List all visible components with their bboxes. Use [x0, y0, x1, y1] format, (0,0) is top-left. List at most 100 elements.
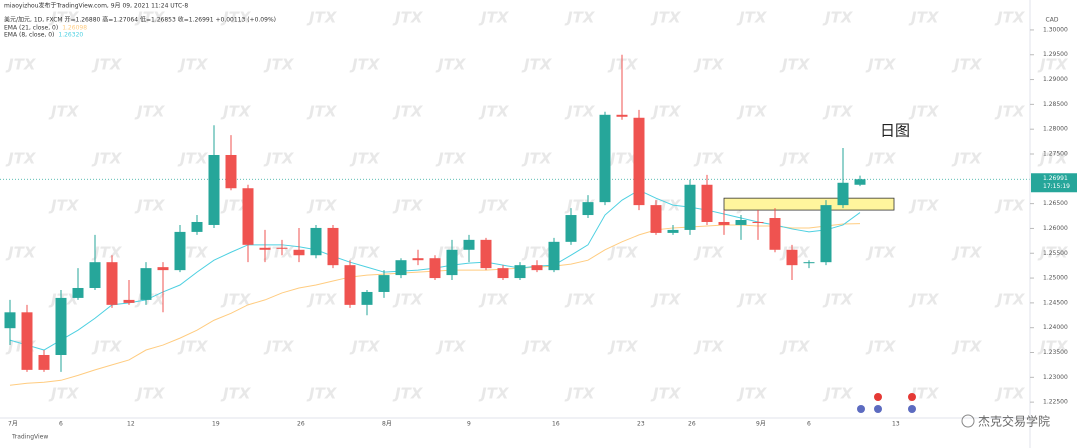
watermark: JTX [951, 338, 983, 356]
candle-body [650, 205, 662, 233]
watermark: JTX [908, 385, 940, 403]
watermark: JTX [134, 103, 166, 121]
watermark: JTX [994, 9, 1026, 27]
candle-body [225, 154, 237, 189]
candle-body [667, 229, 679, 233]
candle-body [582, 202, 594, 216]
candle-body [293, 249, 305, 256]
candle-body [446, 249, 458, 276]
candle-body [55, 297, 67, 355]
watermark: JTX [48, 385, 80, 403]
watermark: JTX [607, 150, 639, 168]
candle-body [361, 291, 373, 305]
watermark: JTX [564, 103, 596, 121]
candle-body [820, 205, 832, 263]
watermark: JTX [48, 103, 80, 121]
watermark: JTX [822, 385, 854, 403]
watermark: JTX [521, 150, 553, 168]
candle-body [259, 247, 271, 250]
watermark: JTX [650, 9, 682, 27]
x-tick-label: 6 [807, 421, 811, 428]
x-tick-label: 23 [637, 421, 645, 428]
watermark: JTX [5, 56, 37, 74]
watermark: JTX [134, 385, 166, 403]
candle-body [599, 114, 611, 203]
candle-body [327, 227, 339, 266]
watermark: JTX [822, 103, 854, 121]
watermark: JTX [478, 291, 510, 309]
legend-name: EMA (21, close, 0) [4, 25, 58, 32]
candle-body [752, 221, 764, 223]
watermark: JTX [306, 385, 338, 403]
candle-body [208, 154, 220, 225]
candle-body [735, 220, 747, 225]
watermark: JTX [607, 338, 639, 356]
y-tick-label: 1.29500 [1043, 51, 1068, 58]
candle-body [4, 312, 16, 329]
watermark: JTX [564, 385, 596, 403]
candle-body [786, 249, 798, 266]
watermark: JTX [736, 291, 768, 309]
candle-body [140, 268, 152, 300]
watermark: JTX [865, 150, 897, 168]
watermark: JTX [134, 9, 166, 27]
y-tick-label: 1.24500 [1043, 299, 1068, 306]
watermark: JTX [736, 103, 768, 121]
watermark: JTX [478, 103, 510, 121]
watermark: JTX [908, 9, 940, 27]
x-tick-label: 26 [297, 421, 305, 428]
candle-body [242, 188, 254, 245]
countdown: 17:15:19 [1043, 183, 1070, 190]
candle-body [497, 268, 509, 279]
y-tick-label: 1.27500 [1043, 150, 1068, 157]
y-tick-label: 1.28000 [1043, 126, 1068, 133]
candle-body [276, 247, 288, 249]
candle-body [803, 262, 815, 264]
x-tick-label: 26 [688, 421, 696, 428]
y-tick-label: 1.30000 [1043, 26, 1068, 33]
watermark: JTX [435, 150, 467, 168]
footer-watermark: 杰克交易学院 [978, 414, 1050, 429]
candle-body [769, 218, 781, 250]
watermark: JTX [91, 338, 123, 356]
watermark: JTX [91, 150, 123, 168]
watermark: JTX [91, 56, 123, 74]
watermark: JTX [521, 244, 553, 262]
watermark: JTX [306, 197, 338, 215]
watermark: JTX [392, 9, 424, 27]
candle-body [684, 184, 696, 230]
candle-body [429, 258, 441, 279]
watermark: JTX [48, 9, 80, 27]
watermark: JTX [306, 103, 338, 121]
watermark: JTX [1037, 244, 1069, 262]
plot-area [0, 54, 1030, 386]
watermark: JTX [478, 9, 510, 27]
candle-body [531, 265, 543, 271]
y-tick-label: 1.26000 [1043, 225, 1068, 232]
watermark: JTX [435, 338, 467, 356]
support-zone [723, 197, 895, 211]
watermark: JTX [951, 56, 983, 74]
watermark: JTX [736, 385, 768, 403]
watermark: JTX [220, 291, 252, 309]
watermark: JTX [908, 291, 940, 309]
candle-body [548, 241, 560, 271]
watermark: JTX [736, 9, 768, 27]
watermark: JTX [478, 385, 510, 403]
watermark: JTX [263, 338, 295, 356]
candle-body [395, 260, 407, 276]
candle-body [565, 215, 577, 242]
watermark: JTX [220, 9, 252, 27]
watermark: JTX [478, 197, 510, 215]
watermark: JTX [306, 9, 338, 27]
watermark: JTX [435, 56, 467, 74]
candle-body [718, 221, 730, 225]
watermark: JTX [994, 103, 1026, 121]
logo: TradingView [11, 434, 48, 441]
annotation: 日图 [880, 122, 910, 140]
y-tick-label: 1.23500 [1043, 349, 1068, 356]
watermark: JTX [865, 56, 897, 74]
candle-body [310, 227, 322, 256]
candle-body [106, 262, 118, 305]
